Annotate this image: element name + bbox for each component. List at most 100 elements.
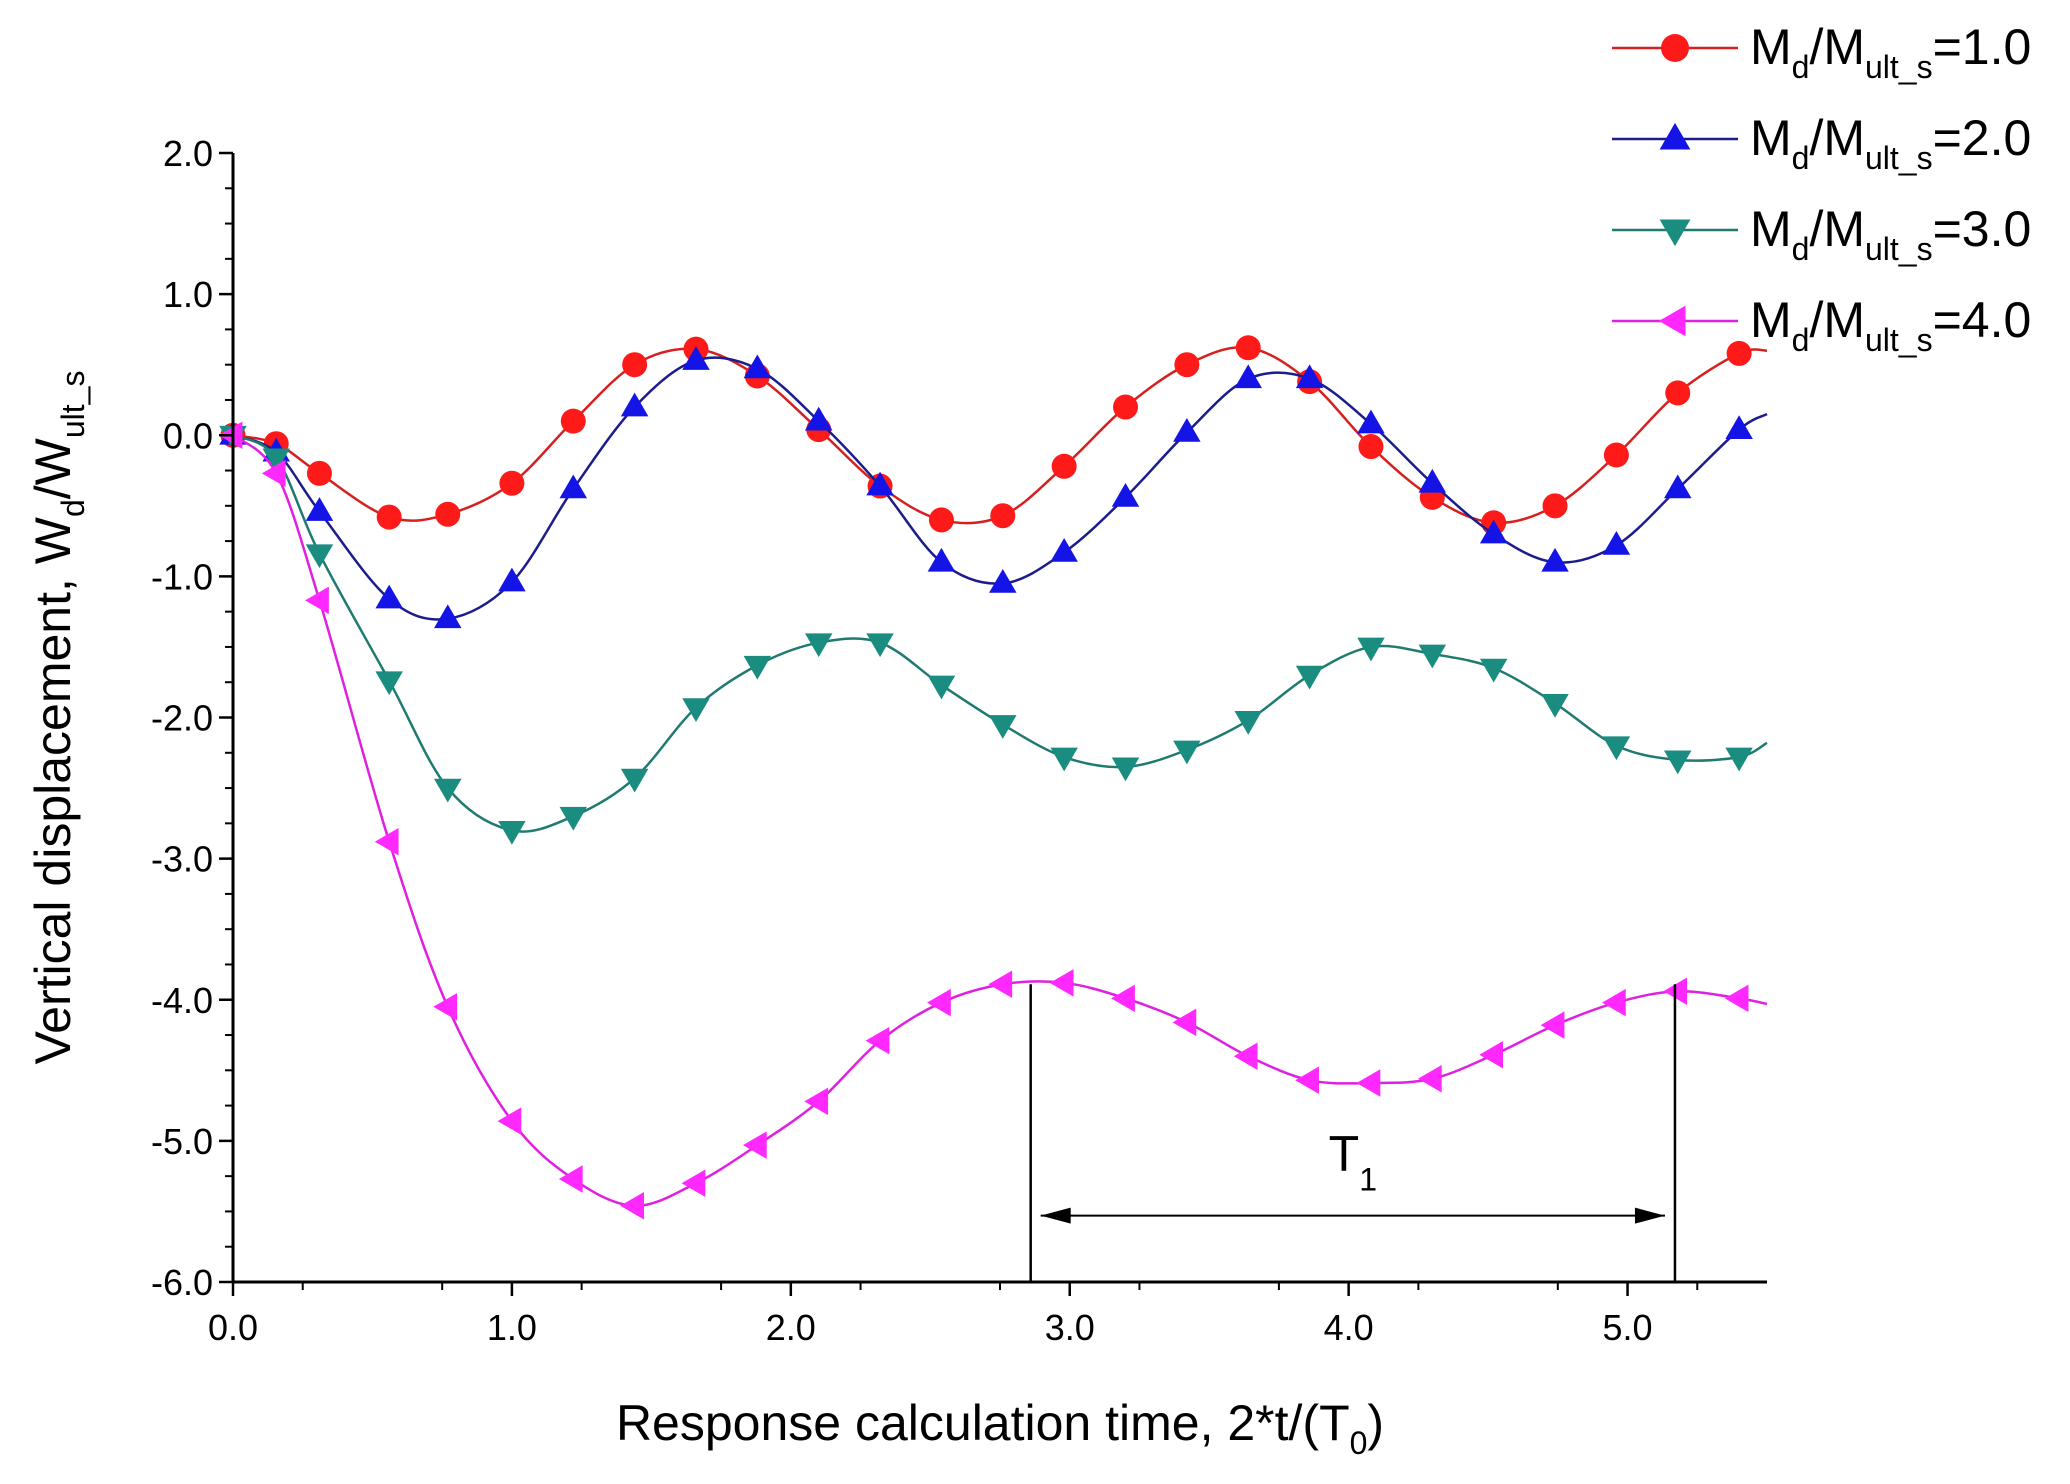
series-1.0-point xyxy=(560,408,586,434)
series-1.0-point xyxy=(1358,434,1384,460)
series-2.0-point xyxy=(927,547,956,572)
series-1.0-point xyxy=(1174,352,1200,378)
legend-marker-shape xyxy=(1659,122,1691,150)
series-4.0-point xyxy=(305,586,329,615)
y-tick-label: -4.0 xyxy=(151,980,213,1021)
x-tick-label: 4.0 xyxy=(1324,1307,1374,1348)
y-axis-title: Vertical displacement, Wd/Wult_s xyxy=(25,371,91,1065)
legend: Md/Mult_s=1.0 Md/Mult_s=2.0 Md/Mult_s=3.… xyxy=(1612,19,2031,358)
series-4.0-point xyxy=(1049,969,1074,997)
legend-marker-shape xyxy=(1661,34,1689,62)
series-4.0-point xyxy=(1233,1042,1258,1070)
series-2.0-point xyxy=(743,354,772,379)
series-3.0-point xyxy=(262,448,290,473)
series-4.0-point xyxy=(927,988,951,1017)
legend-item-1: Md/Mult_s=1.0 xyxy=(1612,19,2031,85)
x-tick-label: 3.0 xyxy=(1045,1307,1095,1348)
x-tick-label: 2.0 xyxy=(766,1307,816,1348)
series-3.0-point xyxy=(1725,747,1753,772)
series-4.0-point xyxy=(1295,1066,1319,1094)
y-tick-label: -2.0 xyxy=(151,698,213,739)
series-4.0-point xyxy=(1111,984,1135,1013)
series-3.0 xyxy=(219,425,1768,845)
legend-label-4: Md/Mult_s=4.0 xyxy=(1750,292,2031,358)
y-tick-label: 1.0 xyxy=(163,274,213,315)
series-1.0-point xyxy=(499,470,525,496)
series-4.0-point xyxy=(804,1087,829,1116)
series-2.0-point xyxy=(305,497,334,521)
series-4.0-point xyxy=(261,459,286,488)
series-4.0-point xyxy=(620,1192,645,1220)
series-3.0-point xyxy=(498,821,526,845)
series-4.0-point xyxy=(1479,1041,1504,1069)
series-1.0-point xyxy=(928,507,954,533)
series-1.0-point xyxy=(622,352,648,378)
series-3.0-point xyxy=(1479,658,1508,683)
series-2.0-point xyxy=(1479,519,1508,544)
series-4.0-point xyxy=(865,1026,890,1055)
series-3.0-point xyxy=(1050,747,1078,772)
series-4.0-point xyxy=(988,970,1013,998)
series-1.0-point xyxy=(376,504,402,530)
legend-item-2: Md/Mult_s=2.0 xyxy=(1612,110,2031,176)
x-axis-title: Response calculation time, 2*t/(T0) xyxy=(616,1395,1384,1461)
y-tick-label: -6.0 xyxy=(151,1262,213,1303)
legend-marker-shape xyxy=(1659,219,1691,247)
series-2.0-point xyxy=(498,567,526,592)
series-2.0-point xyxy=(1725,415,1753,439)
series-3.0-point xyxy=(804,633,833,658)
series-3.0-point xyxy=(1663,750,1692,775)
series-3.0-point xyxy=(434,778,462,803)
series-4.0-point xyxy=(558,1165,583,1193)
series-4.0-point xyxy=(497,1107,522,1135)
series-3.0-point xyxy=(375,671,403,696)
legend-label-1: Md/Mult_s=1.0 xyxy=(1750,19,2031,85)
series-3.0-point xyxy=(1295,665,1324,690)
series-4.0 xyxy=(218,421,1768,1220)
series-2.0-point xyxy=(1111,482,1140,507)
series-2.0-point xyxy=(1295,364,1324,389)
y-tick-label: 0.0 xyxy=(163,415,213,456)
series-4.0-point xyxy=(742,1131,767,1159)
series-2.0-point xyxy=(1541,547,1569,572)
series-2.0-point xyxy=(1173,418,1201,442)
series-1.0-line xyxy=(232,346,1768,525)
x-tick-label: 5.0 xyxy=(1603,1307,1653,1348)
series-1.0-point xyxy=(1235,335,1261,361)
legend-marker-2 xyxy=(1659,122,1691,150)
series-2.0-point xyxy=(682,346,710,370)
series-2.0-point xyxy=(1234,364,1262,389)
series-2.0-point xyxy=(804,406,833,431)
y-tick-label: -1.0 xyxy=(151,556,213,597)
series-3.0-point xyxy=(866,633,894,658)
series-1.0-point xyxy=(1542,493,1568,519)
series-3.0-point xyxy=(620,768,649,793)
series-2.0-point xyxy=(620,392,649,417)
series-3.0-point xyxy=(1541,694,1569,718)
series-3.0-point xyxy=(1602,736,1631,761)
series-1.0-point xyxy=(306,460,332,486)
arrow-head-left-icon xyxy=(1040,1207,1071,1224)
series-4.0-point xyxy=(1356,1069,1381,1097)
series-2.0-point xyxy=(1418,468,1447,493)
legend-marker-3 xyxy=(1659,219,1691,247)
legend-item-4: Md/Mult_s=4.0 xyxy=(1612,292,2031,358)
series-1.0-point xyxy=(1113,394,1139,420)
series-4.0-line xyxy=(232,434,1768,1208)
series-2.0-point xyxy=(1050,538,1078,562)
series-3.0-point xyxy=(559,806,588,831)
series-3.0-point xyxy=(1357,637,1385,662)
period-label: T1 xyxy=(1329,1126,1377,1198)
series-2.0-point xyxy=(434,604,462,629)
series-2.0-point xyxy=(1602,530,1631,555)
series-2.0-point xyxy=(866,471,894,496)
series-1.0-point xyxy=(1603,442,1629,468)
y-tick-label: -3.0 xyxy=(151,839,213,880)
x-tick-label: 1.0 xyxy=(487,1307,537,1348)
series-4.0-point xyxy=(1602,988,1626,1017)
series-3.0-point xyxy=(1418,644,1447,669)
series-3.0-point xyxy=(1234,710,1262,735)
series-2.0 xyxy=(219,346,1768,629)
arrow-head-right-icon xyxy=(1634,1207,1665,1224)
legend-marker-shape xyxy=(1658,305,1686,337)
